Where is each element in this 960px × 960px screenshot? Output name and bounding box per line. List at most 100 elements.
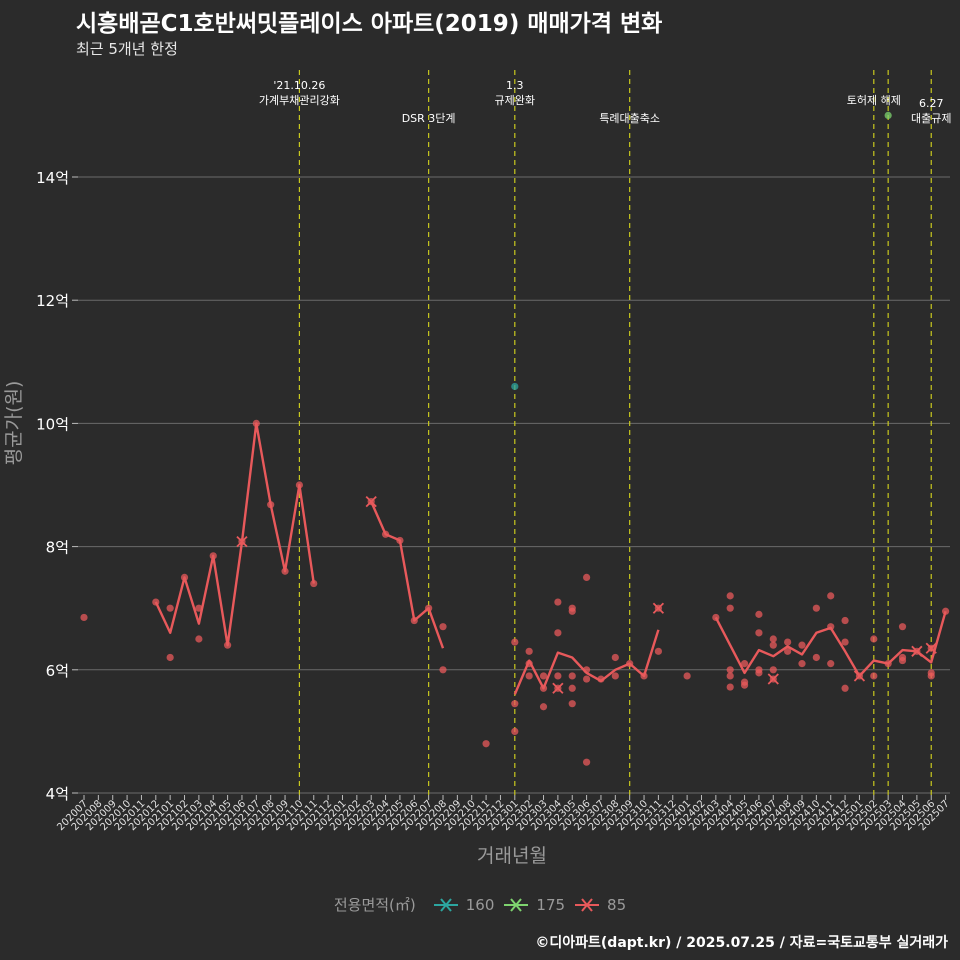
data-point-85 [439,623,447,631]
data-point-85 [583,573,591,582]
legend-title: 전용면적(㎡) [333,896,416,914]
max-marker-85 [911,645,923,657]
data-point-85 [784,638,792,646]
max-marker-85 [853,670,866,682]
data-point-85 [568,684,576,692]
data-point-85 [812,653,820,662]
data-point-85 [525,672,533,680]
data-point-85 [511,700,519,708]
data-point-85 [425,604,433,612]
data-point-85 [166,604,174,612]
x-axis-title: 거래년월 [477,845,547,867]
data-point-85 [482,740,490,748]
data-point-85 [511,638,519,646]
data-point-85 [539,684,548,692]
data-point-85 [568,700,576,708]
avg-line-85 [370,501,445,649]
data-point-85 [927,672,935,680]
data-point-85 [209,552,217,560]
data-point-85 [310,579,318,588]
data-point-85 [381,530,390,538]
chart-subtitle: 최근 5개년 한정 [76,40,178,58]
data-point-85 [539,672,548,680]
data-point-85 [568,607,576,615]
data-point-85 [583,675,591,683]
data-point-85 [784,647,792,655]
data-point-85 [525,647,533,655]
y-tick-label: 8억 [46,539,69,557]
data-point-85 [884,660,892,668]
legend-key-160-icon [433,897,458,912]
data-point-85 [841,638,849,646]
data-point-85 [152,598,160,606]
data-point-85 [640,672,648,680]
event-label: 1.3 규제완화 [495,79,535,107]
gridlines [78,176,950,794]
data-point-85 [740,660,749,668]
y-tick-label: 12억 [36,292,69,310]
data-point-85 [769,635,777,643]
max-marker-85 [767,673,779,685]
y-axis-ticks: 4억 6억 8억 10억 12억 14억 [36,169,78,803]
source-caption: ©디아파트(dapt.kr) / 2025.07.25 / 자료=국토교통부 실… [535,935,948,951]
data-point-85 [568,672,576,680]
max-marker-85 [236,536,248,548]
chart-title: 시흥배곧C1호반써밋플레이스 아파트(2019) 매매가격 변화 [76,11,663,37]
data-point-85 [769,641,777,649]
legend-item-160: 160 [432,895,494,915]
legend-item-85: 85 [573,895,626,915]
data-point-85 [180,573,189,582]
data-point-85 [654,647,663,655]
data-point-85 [870,672,878,680]
data-point-85 [898,656,907,665]
data-point-85 [195,635,203,643]
event-label: '21.10.26 가계부채관리강화 [259,79,340,107]
data-point-85 [611,672,619,680]
data-point-85 [726,672,734,680]
data-point-85 [511,727,519,736]
legend-label-85: 85 [607,895,627,914]
data-point-85 [439,666,447,674]
max-price-markers [236,495,937,694]
data-point-85 [80,613,88,622]
max-marker-85 [365,495,377,508]
legend: 전용면적(㎡) 160 175 85 [0,894,960,915]
data-point-85 [755,669,763,677]
data-point-85 [841,684,849,692]
data-point-85 [898,623,907,631]
legend-key-175-icon [504,897,529,912]
data-point-85 [798,660,806,668]
data-point-85 [611,653,619,662]
data-point-85 [827,592,835,600]
data-point-85 [554,629,562,637]
event-label: 특례대출축소 [599,112,660,125]
data-point-85 [525,660,533,668]
data-point-85 [740,681,749,689]
event-label: 토허제 해제 [847,93,901,107]
data-point-85 [224,641,232,649]
data-point-85 [827,623,835,631]
legend-item-175: 175 [502,895,565,915]
max-marker-85 [925,642,937,654]
data-point-85 [726,592,734,600]
data-point-85 [295,481,303,489]
avg-line-85 [154,422,315,647]
data-point-85 [769,666,777,674]
data-point-85 [726,604,734,612]
legend-label-175: 175 [536,895,566,914]
data-point-85 [267,501,275,509]
data-point-85 [942,607,950,615]
data-point-85 [798,641,806,649]
data-point-160 [511,382,519,391]
y-tick-label: 6억 [46,662,69,680]
y-tick-label: 4억 [46,785,69,803]
data-point-85 [281,567,289,575]
data-point-85 [539,703,548,711]
data-point-175 [884,111,892,119]
y-axis-title: 평균가(원) [3,381,25,466]
data-point-85 [683,672,691,680]
max-marker-85 [652,602,665,614]
x-axis-ticks: 2020072020082020092020102020112020122021… [55,795,952,833]
